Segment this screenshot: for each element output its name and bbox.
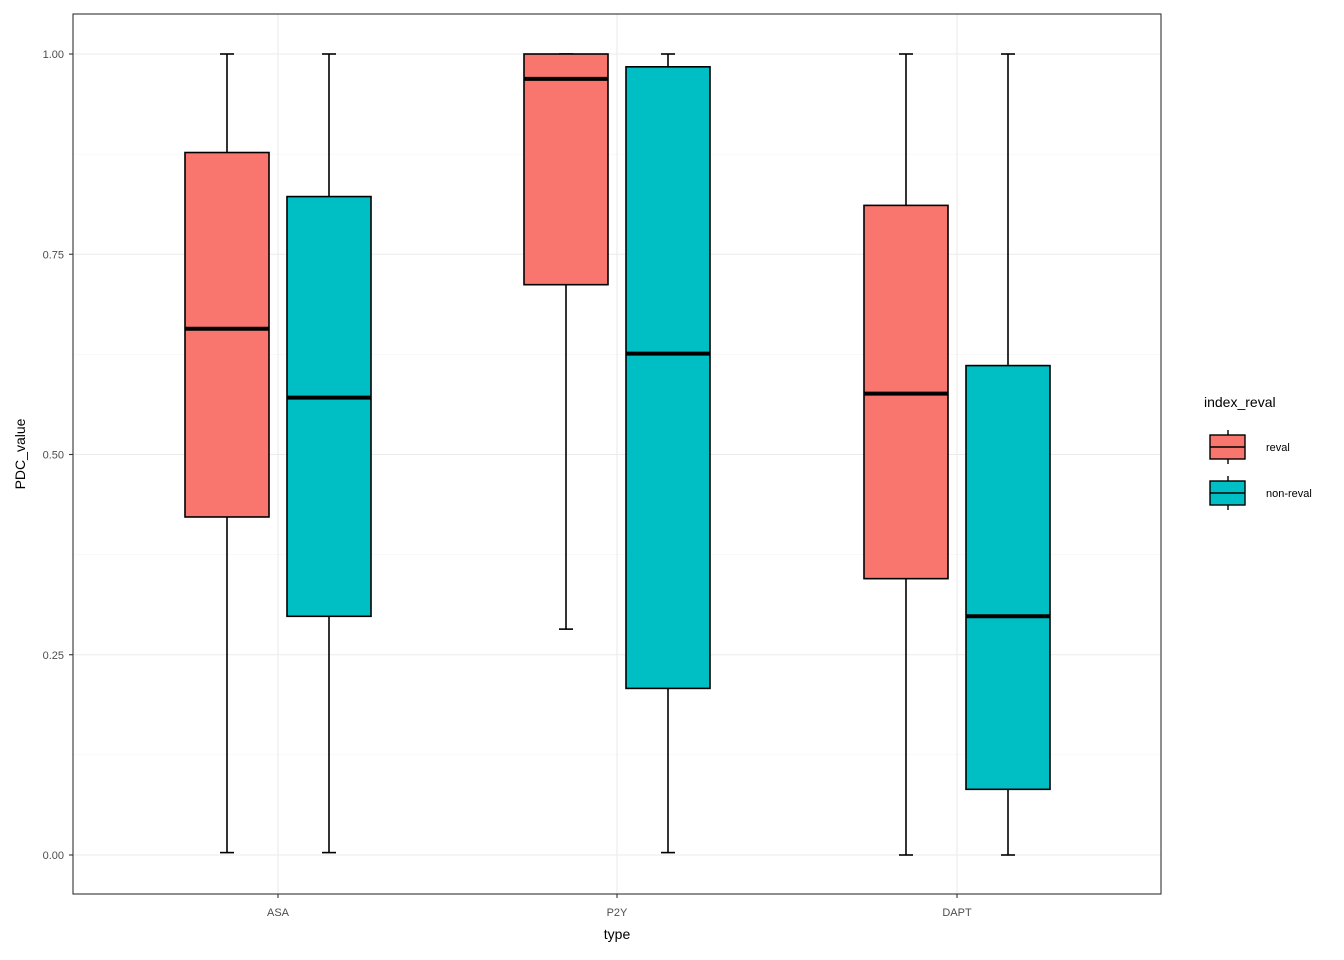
y-tick-label: 0.00 bbox=[43, 850, 64, 862]
box-reval-ASA bbox=[184, 53, 270, 854]
y-axis-title: PDC_value bbox=[12, 418, 28, 489]
legend-key-reval: reval bbox=[1209, 430, 1290, 464]
y-tick-label: 1.00 bbox=[43, 49, 64, 61]
y-tick-label: 0.50 bbox=[43, 450, 64, 462]
iqr-box bbox=[625, 66, 711, 690]
x-tick-label: DAPT bbox=[942, 907, 972, 919]
axes: 0.00 0.25 0.50 0.75 1.00 ASA P2Y DAPT bbox=[43, 49, 972, 919]
box-layer bbox=[184, 53, 1051, 856]
iqr-box bbox=[523, 53, 609, 286]
x-tick-label: ASA bbox=[267, 907, 290, 919]
box-reval-P2Y bbox=[523, 53, 609, 630]
legend-label: non-reval bbox=[1266, 488, 1312, 500]
legend-key-non-reval: non-reval bbox=[1209, 476, 1312, 510]
legend-title: index_reval bbox=[1204, 394, 1276, 410]
box-non-reval-ASA bbox=[286, 53, 372, 854]
iqr-box bbox=[965, 364, 1051, 791]
box-reval-DAPT bbox=[863, 53, 949, 856]
legend-label: reval bbox=[1266, 442, 1290, 454]
y-tick-label: 0.75 bbox=[43, 249, 64, 261]
iqr-box bbox=[184, 151, 270, 518]
iqr-box bbox=[286, 195, 372, 618]
legend: index_reval reval non-reval bbox=[1204, 394, 1312, 510]
box-non-reval-DAPT bbox=[965, 53, 1051, 856]
x-axis-title: type bbox=[604, 926, 631, 942]
legend-keys: reval non-reval bbox=[1209, 430, 1312, 510]
x-tick-label: P2Y bbox=[607, 907, 628, 919]
y-tick-label: 0.25 bbox=[43, 650, 64, 662]
box-non-reval-P2Y bbox=[625, 53, 711, 854]
